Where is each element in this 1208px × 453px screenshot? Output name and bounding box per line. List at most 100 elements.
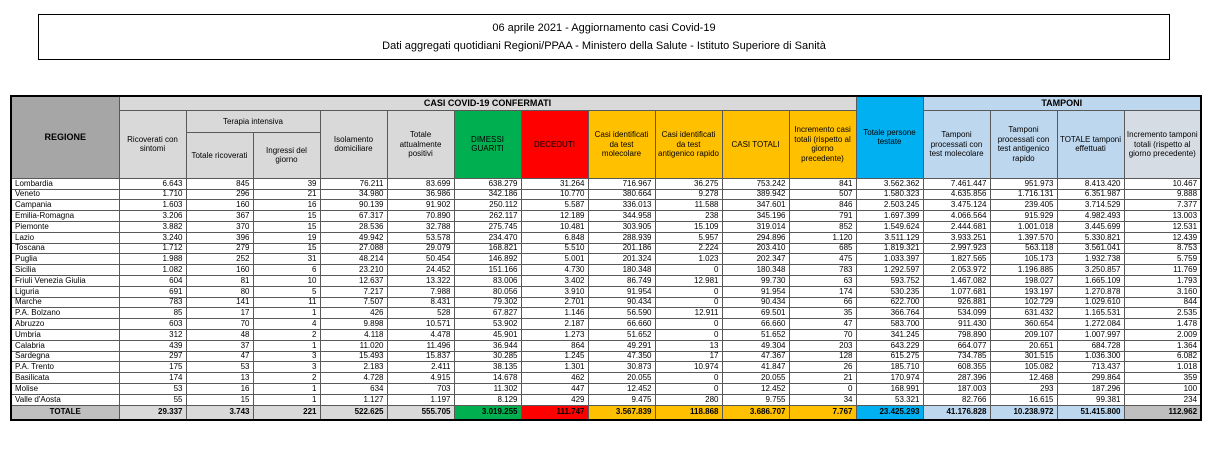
data-cell: 47.367 — [721, 350, 790, 363]
data-cell: 99.381 — [1056, 393, 1125, 406]
data-cell: 180.348 — [721, 264, 790, 276]
data-cell: 4.728 — [319, 372, 388, 384]
data-cell: 10.571 — [386, 318, 455, 330]
data-cell: 80.056 — [453, 285, 522, 298]
data-cell: 5.587 — [520, 199, 589, 212]
data-cell: 615.275 — [855, 350, 924, 363]
total-row-label: TOTALE — [10, 404, 120, 421]
data-cell: 49.291 — [587, 339, 656, 352]
data-cell: 76.211 — [319, 177, 388, 190]
col-header-deceduti: DECEDUTI — [520, 109, 589, 179]
data-cell: 209.107 — [989, 328, 1058, 341]
table-row: Abruzzo 603 70 4 9.898 10.571 53.902 2.187 66.66… — [10, 318, 1202, 330]
data-cell: 250.112 — [453, 199, 522, 212]
data-cell: 6.351.987 — [1056, 188, 1125, 201]
data-cell: 168.991 — [855, 382, 924, 395]
data-cell: 16 — [252, 199, 321, 212]
data-cell: 475 — [788, 253, 857, 266]
data-cell: 2.503.245 — [855, 199, 924, 212]
total-row: TOTALE 29.337 3.743 221 522.625 555.705 3.019.… — [10, 404, 1202, 421]
data-cell: 83.699 — [386, 177, 455, 190]
region-name: Lombardia — [10, 177, 120, 190]
region-name: Emilia-Romagna — [10, 210, 120, 222]
region-name: Marche — [10, 296, 120, 309]
data-cell: 287.396 — [922, 372, 991, 384]
data-cell: 15 — [252, 242, 321, 255]
data-cell: 312 — [118, 328, 187, 341]
data-cell: 1.270.878 — [1056, 285, 1125, 298]
data-cell: 99.730 — [721, 274, 790, 287]
total-cell: 111.747 — [520, 404, 589, 421]
region-name: Campania — [10, 199, 120, 212]
total-cell: 3.743 — [185, 404, 254, 421]
data-cell: 563.118 — [989, 242, 1058, 255]
data-cell: 0 — [788, 382, 857, 395]
data-cell: 67.827 — [453, 307, 522, 320]
data-cell: 1.077.681 — [922, 285, 991, 298]
data-cell: 664.077 — [922, 339, 991, 352]
data-cell: 28.536 — [319, 220, 388, 233]
data-cell: 91.902 — [386, 199, 455, 212]
data-cell: 10.974 — [654, 361, 723, 374]
data-cell: 1.478 — [1123, 318, 1202, 330]
data-cell: 4.730 — [520, 264, 589, 276]
data-cell: 13 — [185, 372, 254, 384]
data-cell: 783 — [118, 296, 187, 309]
data-cell: 41.847 — [721, 361, 790, 374]
data-cell: 4.982.493 — [1056, 210, 1125, 222]
table-row: P.A. Trento 175 53 3 2.183 2.411 38.135 1.301 30… — [10, 361, 1202, 374]
data-cell: 27.088 — [319, 242, 388, 255]
data-cell: 66.660 — [587, 318, 656, 330]
data-cell: 67.317 — [319, 210, 388, 222]
data-cell: 1.029.610 — [1056, 296, 1125, 309]
data-cell: 3.206 — [118, 210, 187, 222]
data-cell: 66.660 — [721, 318, 790, 330]
data-cell: 0 — [654, 328, 723, 341]
col-header-ricoverati-con-sintomi: Ricoverati con sintomi — [118, 109, 187, 179]
col-header-totale-ricoverati: Totale ricoverati — [185, 131, 254, 179]
region-name: Valle d'Aosta — [10, 393, 120, 406]
data-cell: 85 — [118, 307, 187, 320]
data-cell: 90.434 — [587, 296, 656, 309]
group-header-tamponi: TAMPONI — [922, 95, 1202, 111]
data-cell: 234 — [1123, 393, 1202, 406]
data-cell: 643.229 — [855, 339, 924, 352]
region-name: Friuli Venezia Giulia — [10, 274, 120, 287]
data-cell: 5 — [252, 285, 321, 298]
data-cell: 0 — [654, 285, 723, 298]
data-cell: 35 — [788, 307, 857, 320]
data-cell: 1.082 — [118, 264, 187, 276]
data-cell: 1.120 — [788, 231, 857, 244]
data-cell: 367 — [185, 210, 254, 222]
data-cell: 915.929 — [989, 210, 1058, 222]
data-cell: 2.183 — [319, 361, 388, 374]
table-row: Sardegna 297 47 3 15.493 15.837 30.285 1.245 47.… — [10, 350, 1202, 363]
data-cell: 24.452 — [386, 264, 455, 276]
data-cell: 280 — [654, 393, 723, 406]
data-cell: 4.635.856 — [922, 188, 991, 201]
data-cell: 49.942 — [319, 231, 388, 244]
data-cell: 252 — [185, 253, 254, 266]
data-cell: 2.187 — [520, 318, 589, 330]
data-cell: 3.910 — [520, 285, 589, 298]
region-name: Sardegna — [10, 350, 120, 363]
data-cell: 53.578 — [386, 231, 455, 244]
data-cell: 91.954 — [587, 285, 656, 298]
data-cell: 638.279 — [453, 177, 522, 190]
data-cell: 13.003 — [1123, 210, 1202, 222]
data-cell: 70 — [185, 318, 254, 330]
data-cell: 0 — [654, 318, 723, 330]
data-cell: 1.793 — [1123, 274, 1202, 287]
table-row: Basilicata 174 13 2 4.728 4.915 14.678 462 20.05… — [10, 372, 1202, 384]
data-cell: 2.224 — [654, 242, 723, 255]
data-cell: 10.481 — [520, 220, 589, 233]
data-cell: 14.678 — [453, 372, 522, 384]
data-cell: 604 — [118, 274, 187, 287]
data-cell: 319.014 — [721, 220, 790, 233]
data-cell: 185.710 — [855, 361, 924, 374]
data-cell: 151.166 — [453, 264, 522, 276]
table-row: Marche 783 141 11 7.507 8.431 79.302 2.701 90.43… — [10, 296, 1202, 309]
data-cell: 0 — [654, 296, 723, 309]
data-cell: 2.053.972 — [922, 264, 991, 276]
